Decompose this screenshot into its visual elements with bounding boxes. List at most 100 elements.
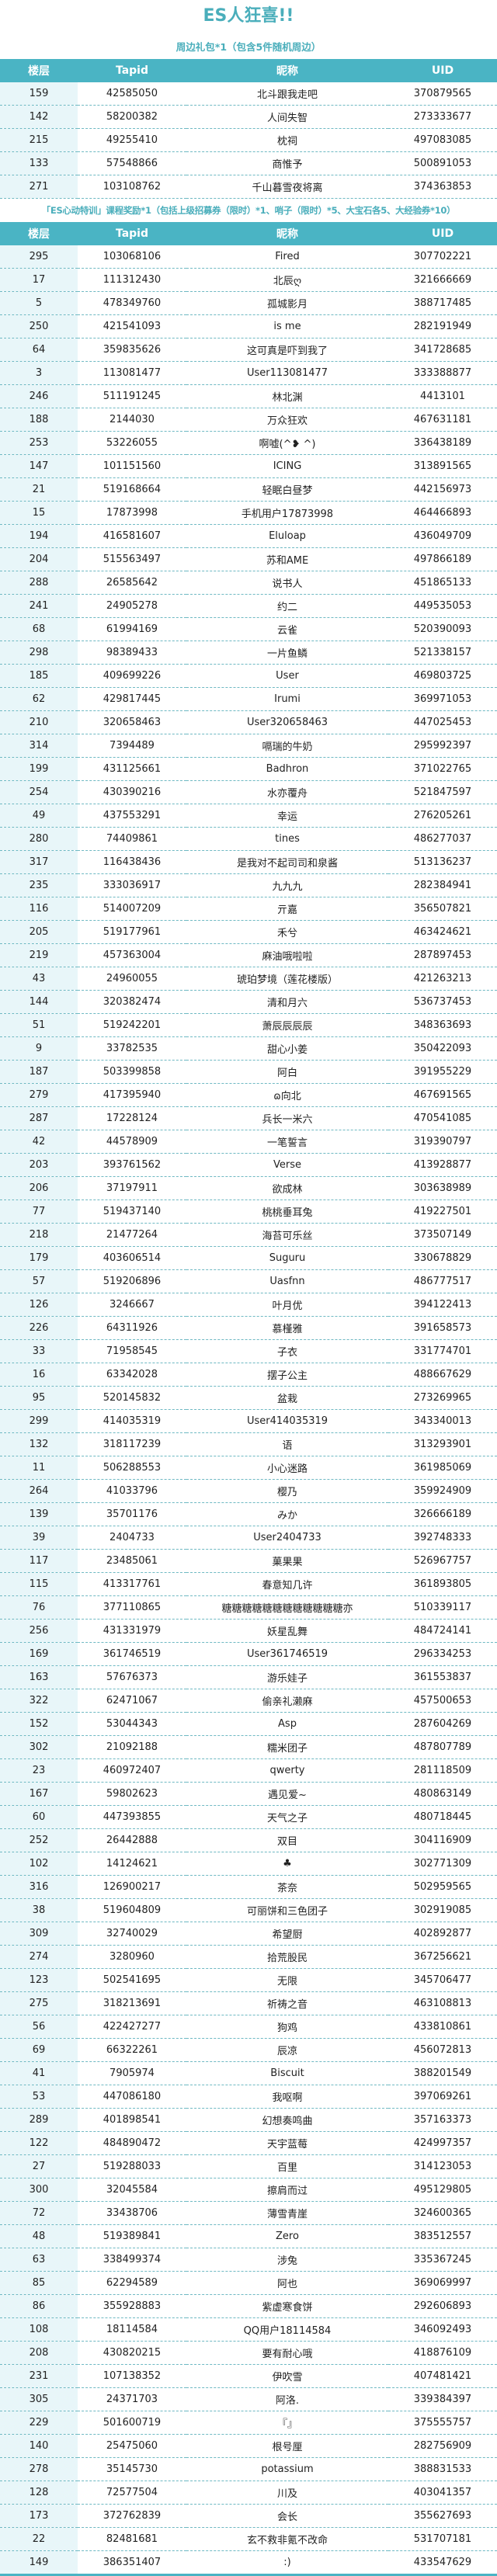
- table-row: 126 3246667 叶月优 394122413: [0, 1293, 497, 1317]
- table-row: 256 431331979 妖星乱舞 484724141: [0, 1619, 497, 1643]
- cell-uid: 273269965: [388, 1386, 497, 1410]
- cell-floor: 167: [0, 1782, 78, 1806]
- table-row: 278 35145730 potassium 388831533: [0, 2457, 497, 2481]
- cell-uid: 333388877: [388, 361, 497, 385]
- cell-tapid: 401898541: [78, 2108, 186, 2132]
- cell-uid: 470541085: [388, 1106, 497, 1130]
- table-row: 115 413317761 春意知几许 361893805: [0, 1572, 497, 1596]
- cell-nickname: 幸运: [186, 804, 388, 828]
- cell-uid: 402892877: [388, 1922, 497, 1946]
- cell-tapid: 62471067: [78, 1689, 186, 1713]
- cell-tapid: 126900217: [78, 1875, 186, 1899]
- cell-nickname: 欲成林: [186, 1176, 388, 1200]
- cell-tapid: 514007209: [78, 897, 186, 921]
- cell-uid: 313891565: [388, 454, 497, 478]
- header-tapid: Tapid: [78, 59, 186, 82]
- cell-uid: 343340013: [388, 1409, 497, 1433]
- page-title: ES人狂喜!!: [203, 6, 294, 26]
- cell-nickname: User2404733: [186, 1526, 388, 1550]
- cell-tapid: 413317761: [78, 1572, 186, 1596]
- cell-tapid: 437553291: [78, 804, 186, 828]
- cell-tapid: 26585642: [78, 571, 186, 595]
- cell-nickname: 会长: [186, 2504, 388, 2528]
- cell-tapid: 3246667: [78, 1293, 186, 1317]
- cell-uid: 324600365: [388, 2201, 497, 2225]
- cell-uid: 282191949: [388, 314, 497, 338]
- table-row: 305 24371703 阿洛. 339384397: [0, 2387, 497, 2411]
- cell-tapid: 519242201: [78, 1013, 186, 1037]
- cell-nickname: 万众狂欢: [186, 408, 388, 432]
- table-row: 38 519604809 可丽饼和三色团子 302919085: [0, 1898, 497, 1922]
- cell-floor: 299: [0, 1409, 78, 1433]
- table-row: 132 318117239 语 313293901: [0, 1432, 497, 1456]
- cell-nickname: ♣: [186, 1852, 388, 1876]
- cell-uid: 359924909: [388, 1479, 497, 1503]
- table-row: 179 403606514 Suguru 330678829: [0, 1246, 497, 1270]
- cell-nickname: Uasfnn: [186, 1269, 388, 1293]
- cell-uid: 500891053: [388, 151, 497, 175]
- cell-uid: 467691565: [388, 1083, 497, 1107]
- cell-nickname: みか: [186, 1502, 388, 1526]
- table-row: 102 14124621 ♣ 302771309: [0, 1852, 497, 1876]
- cell-tapid: 57676373: [78, 1665, 186, 1689]
- cell-floor: 305: [0, 2387, 78, 2411]
- cell-floor: 279: [0, 1083, 78, 1107]
- table-row: 215 49255410 枕祠 497083085: [0, 128, 497, 152]
- cell-uid: 497866189: [388, 547, 497, 571]
- cell-floor: 76: [0, 1595, 78, 1620]
- cell-tapid: 44578909: [78, 1130, 186, 1154]
- cell-uid: 361985069: [388, 1456, 497, 1480]
- cell-uid: 4413101: [388, 384, 497, 408]
- cell-floor: 27: [0, 2154, 78, 2178]
- cell-floor: 23: [0, 1758, 78, 1783]
- cell-floor: 95: [0, 1386, 78, 1410]
- cell-floor: 188: [0, 408, 78, 432]
- cell-uid: 314123053: [388, 2154, 497, 2178]
- cell-floor: 117: [0, 1549, 78, 1573]
- cell-nickname: 语: [186, 1432, 388, 1456]
- cell-tapid: 59802623: [78, 1782, 186, 1806]
- table-row: 85 62294589 阿也 369069997: [0, 2271, 497, 2295]
- table-row: 300 32045584 擦肩而过 495129805: [0, 2178, 497, 2202]
- cell-tapid: 21477264: [78, 1223, 186, 1247]
- cell-uid: 526967757: [388, 1549, 497, 1573]
- cell-nickname: 海苔可乐丝: [186, 1223, 388, 1247]
- cell-nickname: ICING: [186, 454, 388, 478]
- table-row: 159 42585050 北斗跟我走吧 370879565: [0, 82, 497, 106]
- cell-floor: 287: [0, 1106, 78, 1130]
- table-row: 299 414035319 User414035319 343340013: [0, 1409, 497, 1433]
- cell-nickname: 盆栽: [186, 1386, 388, 1410]
- cell-nickname: 『』: [186, 2411, 388, 2435]
- cell-nickname: User113081477: [186, 361, 388, 385]
- table-row: 133 57548866 商惟予 500891053: [0, 151, 497, 175]
- cell-nickname: 亓嘉: [186, 897, 388, 921]
- table-row: 229 501600719 『』 375555757: [0, 2411, 497, 2435]
- cell-floor: 68: [0, 617, 78, 641]
- cell-nickname: 阿白: [186, 1060, 388, 1084]
- cell-tapid: 53044343: [78, 1712, 186, 1736]
- cell-nickname: 樱乃: [186, 1479, 388, 1503]
- cell-floor: 149: [0, 2550, 78, 2575]
- cell-floor: 208: [0, 2341, 78, 2365]
- cell-nickname: 林北渊: [186, 384, 388, 408]
- cell-tapid: 372762839: [78, 2504, 186, 2528]
- cell-uid: 433547629: [388, 2550, 497, 2575]
- table-row: 253 53226055 啊嘘(^❥ ^) 336438189: [0, 431, 497, 455]
- cell-tapid: 403606514: [78, 1246, 186, 1270]
- cell-uid: 388831533: [388, 2457, 497, 2481]
- table-row: 57 519206896 Uasfnn 486777517: [0, 1269, 497, 1293]
- cell-tapid: 25475060: [78, 2434, 186, 2458]
- cell-floor: 264: [0, 1479, 78, 1503]
- cell-floor: 241: [0, 594, 78, 618]
- cell-uid: 388201549: [388, 2061, 497, 2085]
- cell-uid: 276205261: [388, 804, 497, 828]
- cell-tapid: 333036917: [78, 873, 186, 897]
- cell-uid: 355627693: [388, 2504, 497, 2528]
- cell-floor: 122: [0, 2131, 78, 2155]
- table-row: 16 63342028 摆子公主 488667629: [0, 1363, 497, 1387]
- cell-floor: 77: [0, 1199, 78, 1224]
- cell-nickname: 玄不救非氪不改命: [186, 2527, 388, 2551]
- cell-nickname: 琥珀梦境（莲花楼版）: [186, 967, 388, 991]
- cell-nickname: 轻眠白昼梦: [186, 477, 388, 502]
- table-row: 108 18114584 QQ用户18114584 346092493: [0, 2317, 497, 2342]
